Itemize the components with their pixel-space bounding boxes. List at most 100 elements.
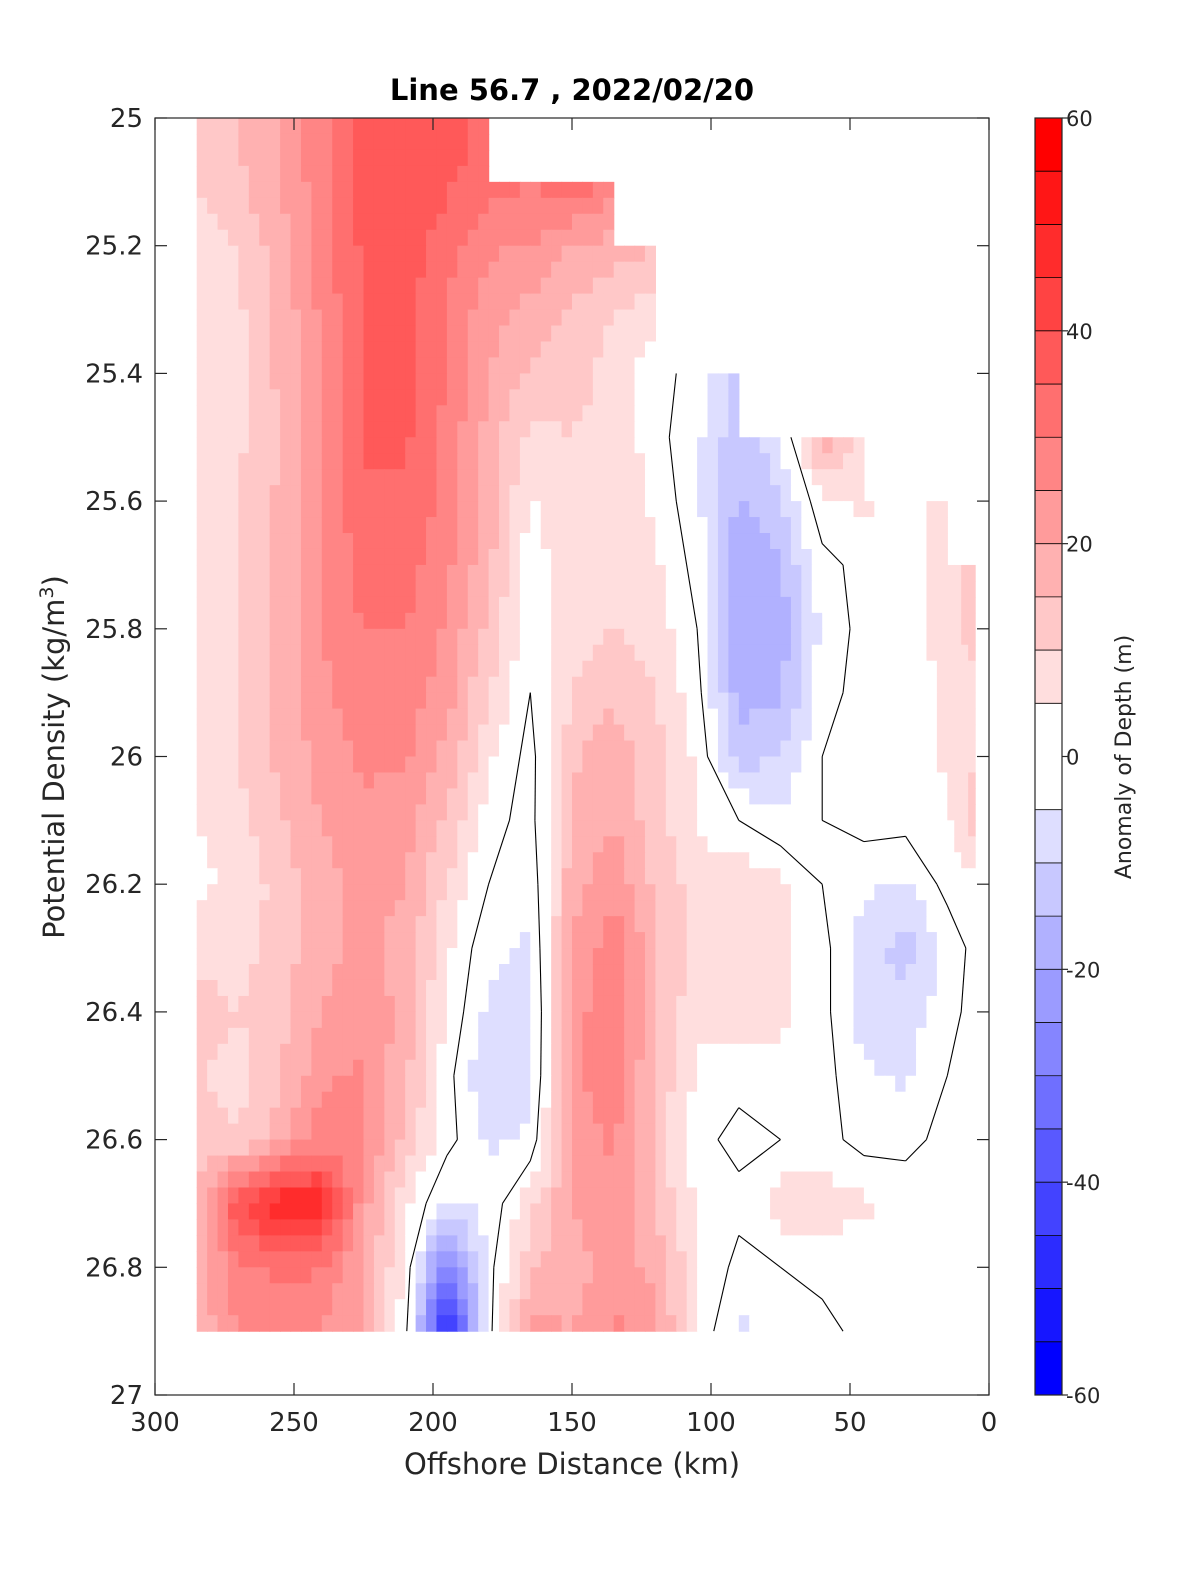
contour-cell (874, 676, 886, 694)
contour-cell (426, 596, 438, 614)
contour-cell (780, 692, 792, 710)
contour-cell (686, 1251, 698, 1268)
contour-cell (936, 868, 948, 885)
contour-cell (540, 740, 552, 758)
contour-cell (551, 676, 563, 694)
contour-cell (707, 1075, 719, 1093)
contour-cell (478, 1283, 490, 1300)
contour-cell (238, 612, 250, 630)
contour-cell (519, 628, 531, 646)
contour-cell (572, 1011, 584, 1029)
contour-cell (634, 852, 646, 869)
contour-cell (405, 1139, 417, 1157)
contour-cell (227, 213, 239, 231)
contour-cell (405, 325, 417, 343)
contour-cell (540, 692, 552, 710)
contour-cell (311, 1091, 323, 1109)
contour-cell (488, 804, 500, 821)
contour-cell (676, 405, 688, 422)
contour-cell (300, 708, 312, 726)
contour-cell (801, 948, 813, 965)
contour-cell (592, 564, 604, 582)
contour-cell (248, 1283, 260, 1300)
contour-cell (405, 277, 417, 295)
contour-cell (738, 469, 750, 486)
contour-cell (916, 995, 928, 1013)
contour-cell (811, 740, 823, 758)
contour-cell (707, 501, 719, 518)
contour-cell (634, 564, 646, 582)
contour-cell (227, 405, 239, 422)
contour-cell (238, 501, 250, 518)
contour-cell (968, 1107, 976, 1125)
contour-cell (426, 900, 438, 917)
contour-cell (509, 692, 521, 710)
contour-cell (790, 1187, 802, 1205)
contour-cell (353, 1267, 365, 1284)
contour-cell (311, 1187, 323, 1205)
contour-cell (415, 1107, 427, 1125)
contour-cell (780, 1011, 792, 1029)
contour-cell (707, 1107, 719, 1125)
contour-cell (488, 277, 500, 295)
contour-cell (790, 564, 802, 582)
contour-cell (884, 852, 896, 869)
contour-cell (843, 1251, 855, 1268)
contour-cell (572, 1203, 584, 1221)
contour-cell (290, 932, 302, 949)
contour-cell (217, 405, 229, 422)
contour-cell (603, 197, 615, 215)
contour-cell (405, 341, 417, 359)
contour-cell (290, 548, 302, 566)
contour-cell (248, 868, 260, 885)
contour-cell (467, 1299, 479, 1316)
contour-cell (269, 1267, 281, 1284)
contour-cell (332, 804, 344, 821)
contour-cell (561, 533, 573, 550)
contour-cell (759, 932, 771, 949)
contour-cell (290, 325, 302, 343)
contour-cell (644, 421, 656, 438)
contour-cell (551, 900, 563, 917)
contour-cell (300, 1235, 312, 1252)
contour-cell (676, 852, 688, 869)
contour-cell (770, 900, 782, 917)
contour-cell (572, 1027, 584, 1045)
contour-cell (248, 580, 260, 598)
contour-cell (519, 1059, 531, 1077)
contour-cell (832, 453, 844, 470)
contour-cell (613, 1123, 625, 1141)
contour-cell (780, 788, 792, 805)
contour-cell (196, 197, 208, 215)
contour-cell (300, 261, 312, 279)
contour-cell (853, 596, 865, 614)
contour-cell (707, 485, 719, 502)
contour-cell (582, 293, 594, 311)
contour-cell (613, 692, 625, 710)
contour-cell (509, 197, 521, 215)
contour-cell (196, 612, 208, 630)
contour-cell (822, 1251, 834, 1268)
contour-cell (478, 1091, 490, 1109)
contour-cell (936, 517, 948, 534)
contour-cell (488, 1043, 500, 1061)
contour-cell (665, 1155, 677, 1173)
contour-cell (572, 788, 584, 805)
contour-cell (436, 580, 448, 598)
contour-cell (572, 229, 584, 247)
contour-cell (738, 1043, 750, 1061)
contour-cell (457, 149, 469, 167)
contour-cell (863, 804, 875, 821)
contour-cell (717, 772, 729, 790)
contour-cell (801, 1043, 813, 1061)
contour-cell (624, 1203, 636, 1221)
contour-cell (457, 373, 469, 390)
contour-cell (394, 979, 406, 997)
contour-cell (738, 548, 750, 566)
contour-cell (290, 1139, 302, 1157)
contour-cell (311, 788, 323, 805)
contour-cell (686, 1171, 698, 1189)
contour-cell (954, 772, 962, 790)
contour-cell (467, 916, 479, 933)
contour-cell (676, 1267, 688, 1284)
